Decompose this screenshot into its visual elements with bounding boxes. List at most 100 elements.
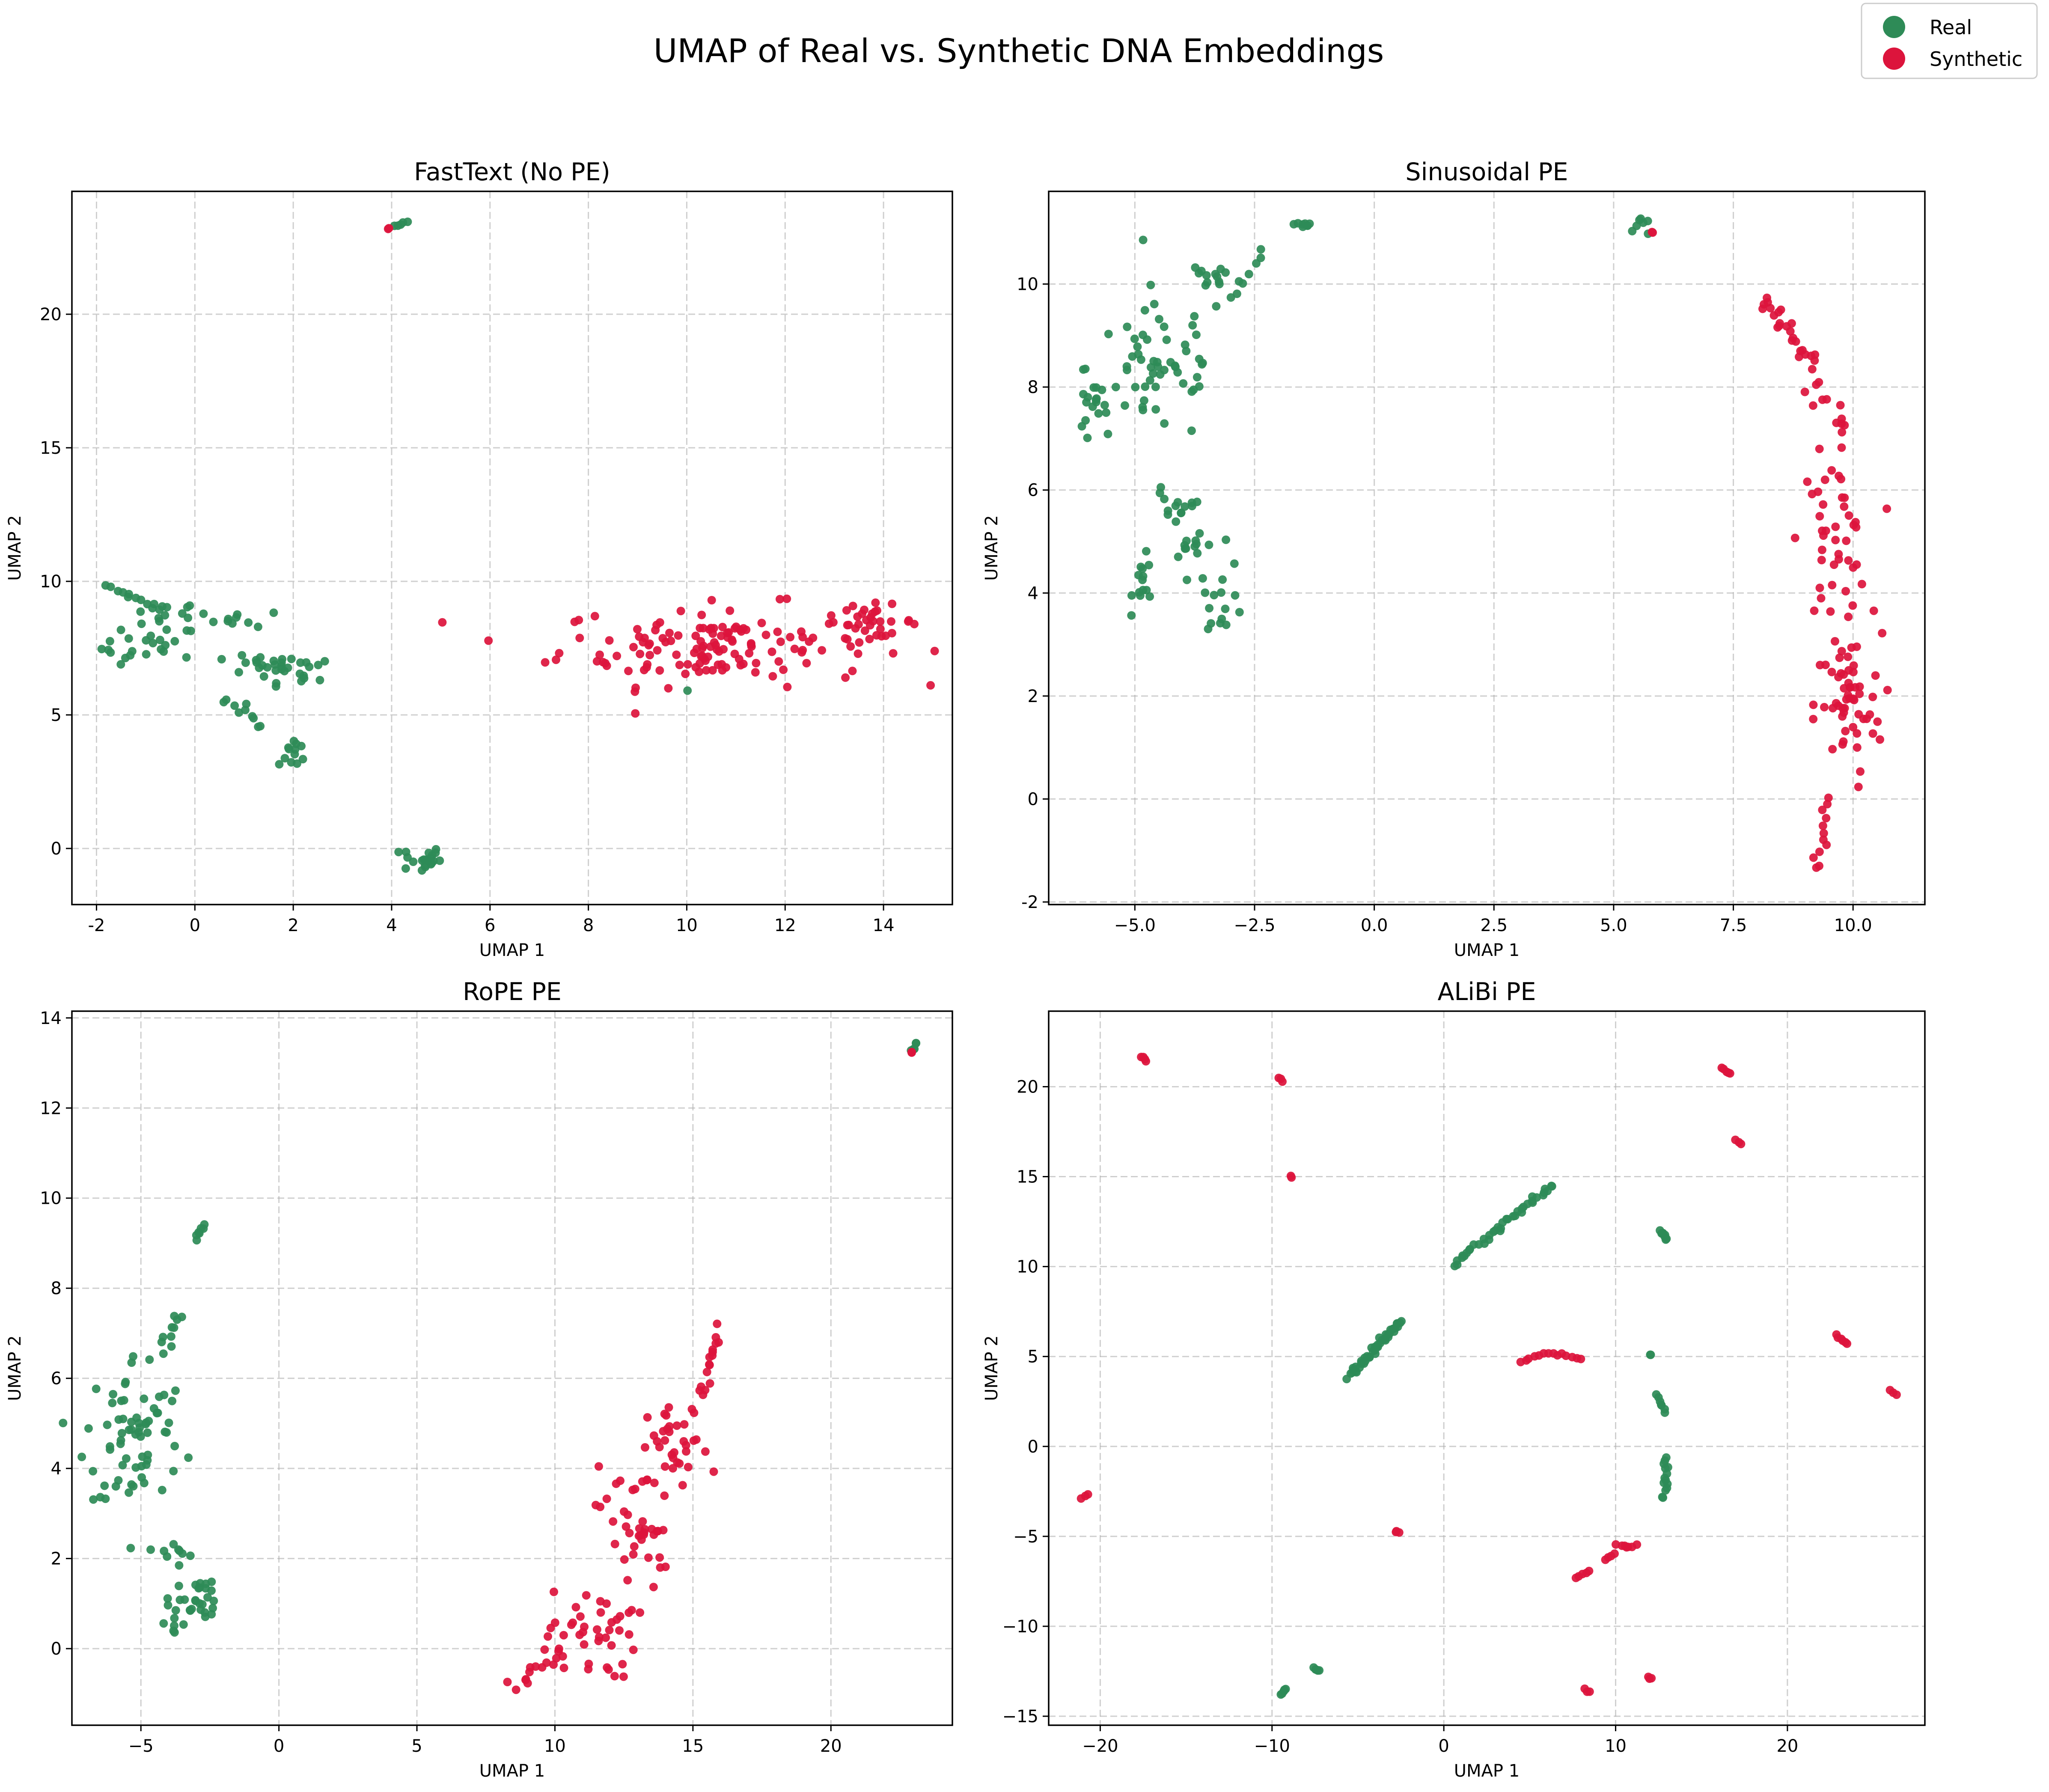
point-real bbox=[1294, 219, 1303, 228]
x-tick-label: −10 bbox=[1254, 1736, 1290, 1756]
x-tick-label: −2.5 bbox=[1234, 916, 1275, 935]
point-synthetic bbox=[618, 1660, 627, 1669]
point-real bbox=[1142, 547, 1151, 556]
point-synthetic bbox=[1844, 691, 1853, 700]
point-synthetic bbox=[1395, 1528, 1404, 1537]
x-tick-label: 10 bbox=[676, 916, 698, 935]
x-axis-label: UMAP 1 bbox=[479, 941, 545, 960]
point-synthetic bbox=[1840, 421, 1849, 430]
point-real bbox=[1139, 396, 1148, 405]
point-real bbox=[191, 1596, 200, 1605]
point-synthetic bbox=[1815, 512, 1824, 521]
point-real bbox=[254, 722, 263, 731]
point-synthetic bbox=[776, 595, 784, 604]
point-real bbox=[162, 625, 171, 634]
point-synthetic bbox=[1835, 653, 1844, 662]
point-synthetic bbox=[598, 658, 607, 667]
point-synthetic bbox=[1841, 587, 1850, 595]
point-synthetic bbox=[629, 643, 638, 652]
legend-label-synthetic: Synthetic bbox=[1930, 48, 2022, 71]
point-synthetic bbox=[552, 1654, 561, 1663]
point-real bbox=[167, 1342, 176, 1351]
point-real bbox=[1148, 369, 1157, 378]
y-tick-label: 4 bbox=[1028, 583, 1038, 603]
x-tick-label: 5 bbox=[411, 1736, 422, 1756]
point-real bbox=[1160, 322, 1169, 331]
point-real bbox=[121, 1379, 130, 1388]
point-synthetic bbox=[559, 1664, 568, 1673]
y-tick-label: −15 bbox=[1002, 1707, 1038, 1727]
point-synthetic bbox=[709, 1467, 718, 1476]
point-real bbox=[1103, 429, 1112, 438]
point-synthetic bbox=[713, 1319, 722, 1328]
point-synthetic bbox=[724, 628, 733, 637]
point-synthetic bbox=[653, 1437, 662, 1446]
panel-title: FastText (No PE) bbox=[414, 158, 610, 186]
point-real bbox=[164, 1418, 173, 1427]
point-synthetic bbox=[1838, 493, 1847, 502]
point-synthetic bbox=[567, 1620, 576, 1629]
point-synthetic bbox=[696, 624, 705, 633]
point-synthetic bbox=[1853, 743, 1862, 752]
point-real bbox=[1532, 1193, 1541, 1202]
point-synthetic bbox=[1868, 729, 1877, 738]
point-real bbox=[1122, 362, 1131, 371]
point-synthetic bbox=[590, 612, 599, 621]
point-real bbox=[1163, 510, 1172, 519]
point-synthetic bbox=[689, 1436, 698, 1445]
point-synthetic bbox=[696, 637, 705, 646]
point-real bbox=[1221, 268, 1230, 277]
point-synthetic bbox=[605, 1625, 614, 1634]
point-synthetic bbox=[1828, 580, 1837, 589]
point-synthetic bbox=[853, 612, 862, 621]
point-synthetic bbox=[625, 1608, 633, 1617]
point-synthetic bbox=[624, 667, 633, 676]
point-real bbox=[104, 646, 113, 655]
point-synthetic bbox=[701, 1447, 710, 1456]
point-synthetic bbox=[649, 1583, 658, 1592]
point-real bbox=[155, 605, 164, 614]
panel-alibi-pe: −20 −10 0 10 20 −15 −10 −5 0 5 10 15 20 ALiBi PE UMAP … bbox=[982, 978, 1926, 1781]
point-synthetic bbox=[595, 650, 604, 659]
x-tick-label: 8 bbox=[583, 916, 594, 935]
point-synthetic bbox=[841, 634, 850, 643]
x-axis-label: UMAP 1 bbox=[479, 1761, 545, 1781]
point-synthetic bbox=[797, 627, 806, 636]
point-real bbox=[1632, 221, 1641, 230]
point-real bbox=[194, 1584, 203, 1593]
point-real bbox=[1139, 405, 1148, 414]
point-synthetic bbox=[846, 642, 855, 651]
point-real bbox=[170, 637, 179, 646]
point-real bbox=[1547, 1182, 1556, 1191]
point-synthetic bbox=[877, 632, 886, 641]
point-synthetic bbox=[682, 1447, 690, 1456]
point-real bbox=[1244, 270, 1253, 279]
point-real bbox=[1256, 253, 1265, 262]
point-real bbox=[1173, 368, 1182, 377]
point-real bbox=[59, 1419, 68, 1427]
point-synthetic bbox=[571, 1603, 580, 1612]
point-real bbox=[1217, 588, 1225, 597]
point-real bbox=[1145, 592, 1154, 601]
point-synthetic bbox=[730, 624, 739, 633]
point-synthetic bbox=[1838, 428, 1847, 437]
legend-frame bbox=[1861, 3, 2038, 79]
point-synthetic bbox=[1844, 612, 1853, 621]
point-real bbox=[132, 1413, 141, 1422]
point-synthetic bbox=[854, 620, 863, 629]
point-synthetic bbox=[1834, 550, 1843, 559]
point-synthetic bbox=[1827, 466, 1836, 475]
point-real bbox=[161, 1427, 170, 1436]
point-synthetic bbox=[695, 667, 704, 676]
point-real bbox=[1188, 502, 1196, 511]
point-synthetic bbox=[438, 618, 447, 627]
x-axis-label: UMAP 1 bbox=[1454, 1761, 1520, 1781]
point-synthetic bbox=[888, 599, 897, 608]
point-synthetic bbox=[584, 1665, 593, 1674]
point-real bbox=[1135, 588, 1144, 597]
point-synthetic bbox=[552, 655, 560, 664]
point-real bbox=[111, 1482, 120, 1491]
point-real bbox=[1102, 408, 1111, 417]
point-real bbox=[232, 613, 241, 622]
x-tick-label: 12 bbox=[774, 916, 796, 935]
